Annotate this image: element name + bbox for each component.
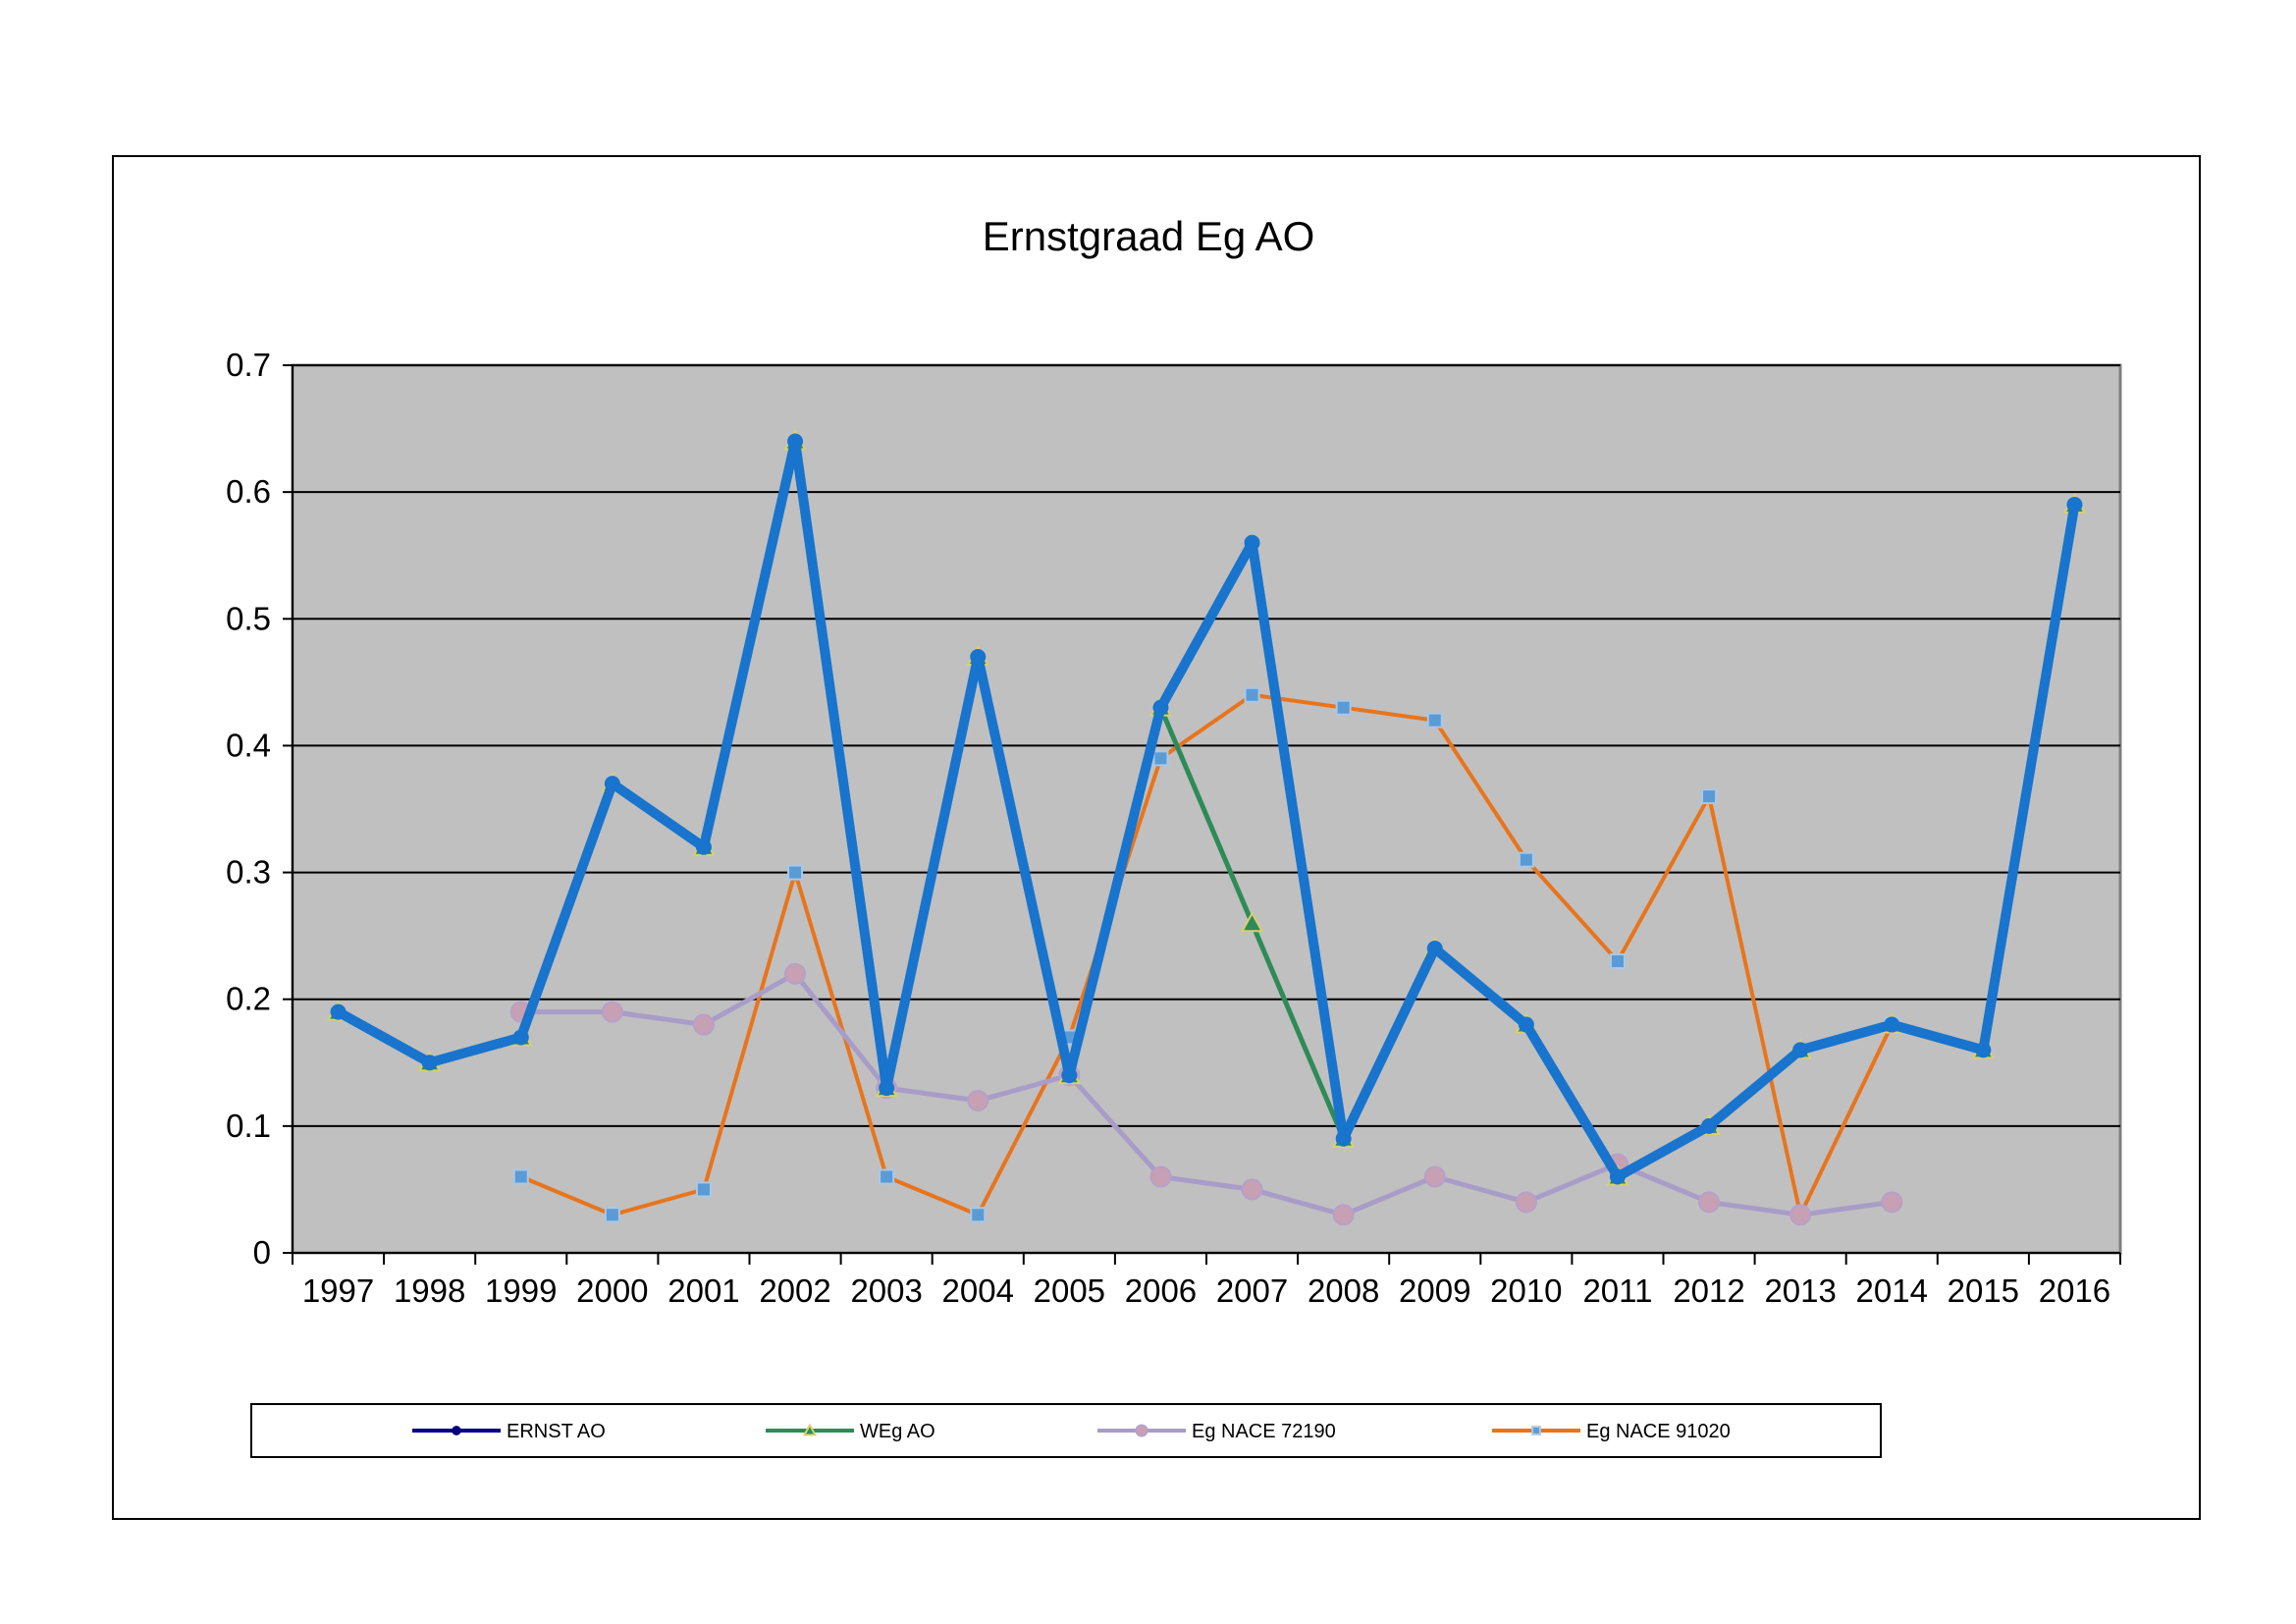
x-tick-label: 1997 bbox=[302, 1272, 374, 1309]
legend-entry: WEg AO bbox=[766, 1421, 935, 1442]
x-tick-label: 1998 bbox=[394, 1272, 465, 1309]
y-tick-label: 0.5 bbox=[226, 600, 271, 636]
y-tick-label: 0.7 bbox=[226, 347, 271, 383]
data-point bbox=[1518, 1016, 1534, 1033]
data-point bbox=[1701, 788, 1718, 805]
data-point bbox=[1152, 699, 1169, 716]
data-point bbox=[695, 1181, 712, 1198]
x-tick-label: 2010 bbox=[1490, 1272, 1562, 1309]
data-point bbox=[1332, 1204, 1355, 1226]
x-tick-label: 1999 bbox=[485, 1272, 557, 1309]
x-tick-label: 2008 bbox=[1308, 1272, 1379, 1309]
x-tick-label: 2009 bbox=[1399, 1272, 1470, 1309]
x-tick-label: 2012 bbox=[1673, 1272, 1744, 1309]
data-point bbox=[1609, 1168, 1626, 1185]
legend-label: ERNST AO bbox=[507, 1421, 606, 1442]
series-line bbox=[520, 971, 1893, 1218]
series-2 bbox=[509, 962, 1903, 1226]
y-tick-label: 0.3 bbox=[226, 854, 271, 891]
y-tick-label: 0 bbox=[253, 1234, 271, 1271]
data-point bbox=[695, 839, 712, 855]
data-point bbox=[879, 1168, 895, 1185]
x-tick-label: 2011 bbox=[1582, 1272, 1652, 1309]
x-tick-label: 2015 bbox=[1948, 1272, 2019, 1309]
data-point bbox=[1244, 686, 1260, 703]
legend-entry: ERNST AO bbox=[412, 1421, 606, 1442]
series-line bbox=[336, 436, 2080, 1182]
legend-entry: Eg NACE 91020 bbox=[1492, 1421, 1731, 1442]
legend-marker bbox=[452, 1426, 461, 1435]
x-tick-label: 2013 bbox=[1764, 1272, 1836, 1309]
data-point bbox=[604, 1207, 620, 1223]
data-point bbox=[879, 1080, 895, 1097]
legend-label: Eg NACE 91020 bbox=[1586, 1421, 1731, 1442]
series-0 bbox=[330, 433, 2083, 1185]
data-point bbox=[1426, 712, 1443, 729]
data-point bbox=[1792, 1042, 1809, 1058]
data-point bbox=[1789, 1204, 1812, 1226]
data-point bbox=[1518, 851, 1534, 868]
y-tick-label: 0.2 bbox=[226, 981, 271, 1017]
data-point bbox=[1698, 1191, 1721, 1214]
data-point bbox=[1426, 941, 1443, 957]
legend-marker bbox=[1531, 1426, 1541, 1435]
data-point bbox=[970, 649, 987, 666]
y-tick-label: 0.4 bbox=[226, 727, 271, 763]
plot-area bbox=[291, 363, 2122, 1255]
data-point bbox=[692, 1013, 715, 1036]
legend-entry: Eg NACE 72190 bbox=[1097, 1421, 1336, 1442]
data-point bbox=[1884, 1016, 1900, 1033]
chart-title: Ernstgraad Eg AO bbox=[983, 213, 1315, 259]
legend-label: Eg NACE 72190 bbox=[1192, 1421, 1336, 1442]
data-point bbox=[784, 962, 807, 985]
legend-box bbox=[250, 1403, 1882, 1458]
data-point bbox=[1881, 1191, 1903, 1214]
data-point bbox=[1423, 1165, 1446, 1188]
legend-label: WEg AO bbox=[860, 1421, 935, 1442]
data-point bbox=[1609, 952, 1626, 969]
data-point bbox=[512, 1029, 529, 1046]
data-point bbox=[2066, 497, 2083, 514]
data-point bbox=[1241, 1178, 1263, 1201]
x-tick-label: 2005 bbox=[1034, 1272, 1105, 1309]
x-tick-label: 2001 bbox=[667, 1272, 739, 1309]
x-tick-label: 2016 bbox=[2039, 1272, 2110, 1309]
legend-marker bbox=[802, 1423, 818, 1436]
data-point bbox=[967, 1090, 989, 1112]
legend-marker bbox=[1135, 1424, 1148, 1437]
x-tick-label: 2004 bbox=[942, 1272, 1014, 1309]
data-point bbox=[1149, 1165, 1172, 1188]
data-point bbox=[1244, 534, 1260, 551]
y-tick-label: 0.6 bbox=[226, 473, 271, 510]
x-tick-label: 2014 bbox=[1856, 1272, 1928, 1309]
x-tick-label: 2000 bbox=[576, 1272, 648, 1309]
x-tick-label: 2003 bbox=[850, 1272, 922, 1309]
data-point bbox=[421, 1055, 438, 1071]
data-point bbox=[1335, 699, 1352, 716]
data-point bbox=[1152, 750, 1169, 767]
data-point bbox=[1061, 1067, 1078, 1084]
data-point bbox=[787, 864, 804, 881]
x-tick-label: 2007 bbox=[1216, 1272, 1288, 1309]
data-point bbox=[787, 433, 804, 450]
x-tick-label: 2006 bbox=[1125, 1272, 1197, 1309]
data-point bbox=[512, 1168, 529, 1185]
data-point bbox=[970, 1207, 987, 1223]
y-tick-label: 0.1 bbox=[226, 1108, 271, 1144]
data-point bbox=[330, 1003, 347, 1020]
x-tick-label: 2002 bbox=[759, 1272, 830, 1309]
data-point bbox=[601, 1001, 623, 1023]
data-point bbox=[604, 776, 620, 792]
data-point bbox=[1975, 1042, 1992, 1058]
series-line bbox=[519, 692, 1895, 1218]
data-point bbox=[1515, 1191, 1537, 1214]
data-point bbox=[1240, 911, 1264, 933]
data-point bbox=[1335, 1130, 1352, 1147]
data-point bbox=[1701, 1117, 1718, 1134]
